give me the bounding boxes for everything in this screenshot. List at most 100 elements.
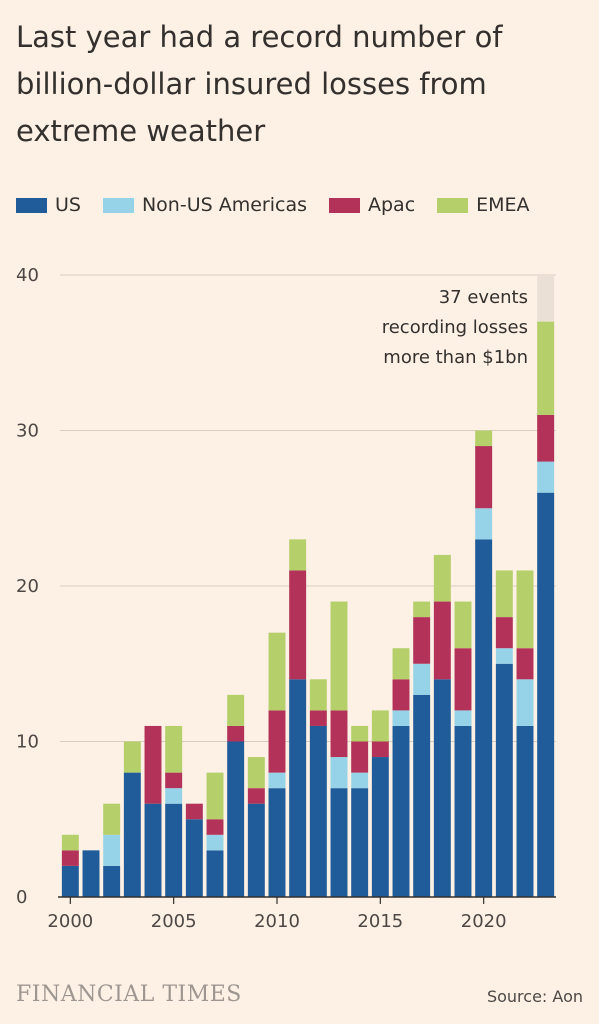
annotation-line-3: more than $1bn — [383, 347, 528, 368]
bar-2008-emea — [227, 694, 245, 726]
bar-2005-us — [165, 803, 183, 897]
bar-2016-us — [392, 725, 410, 897]
bar-2022-apac — [516, 648, 534, 680]
legend-item-non-us-americas: Non-US Americas — [102, 194, 307, 216]
bar-2011-us — [289, 679, 307, 897]
bar-2003-us — [123, 772, 141, 897]
legend-swatch-emea — [437, 197, 469, 213]
bar-2016-apac — [392, 679, 410, 711]
bar-2007-us — [206, 850, 224, 897]
bar-2000-us — [61, 865, 79, 897]
bar-2008-apac — [227, 725, 245, 742]
bar-2007-emea — [206, 772, 224, 820]
legend-label-apac: Apac — [368, 194, 416, 216]
bar-2010-us — [268, 788, 286, 897]
bar-2002-non-us-americas — [103, 834, 121, 866]
y-tick-label-40: 40 — [16, 265, 39, 286]
x-tick-label-2000: 2000 — [47, 911, 93, 932]
bar-2011-apac — [289, 570, 307, 680]
bar-2013-us — [330, 788, 348, 897]
bar-2020-apac — [475, 446, 493, 509]
legend-label-us: US — [55, 194, 81, 216]
bar-2020-non-us-americas — [475, 508, 493, 540]
bar-2021-apac — [495, 617, 513, 649]
legend-swatch-non-us-americas — [102, 197, 134, 213]
bar-2004-us — [144, 803, 162, 897]
bar-2005-non-us-americas — [165, 788, 183, 804]
annotation: 37 events recording losses more than $1b… — [382, 287, 528, 368]
bar-2021-non-us-americas — [495, 648, 513, 664]
bar-2001-us — [82, 850, 100, 897]
bar-2007-non-us-americas — [206, 834, 224, 851]
legend-item-emea: EMEA — [437, 194, 530, 216]
x-tick-label-2010: 2010 — [254, 911, 300, 932]
legend-item-us: US — [16, 194, 81, 216]
bar-2015-us — [371, 757, 389, 897]
bar-2010-apac — [268, 710, 286, 773]
bar-2008-us — [227, 741, 245, 897]
bar-2016-emea — [392, 648, 410, 680]
bar-2019-us — [454, 725, 472, 897]
bar-2011-emea — [289, 539, 307, 571]
bar-2015-emea — [371, 710, 389, 742]
annotation-line-2: recording losses — [382, 317, 528, 338]
bar-2018-emea — [433, 554, 451, 602]
x-tick-label-2020: 2020 — [461, 911, 507, 932]
legend-swatch-us — [16, 197, 47, 213]
bar-2000-emea — [61, 834, 79, 851]
bar-2018-us — [433, 679, 451, 897]
bar-2019-apac — [454, 648, 472, 711]
bar-2021-us — [495, 663, 513, 897]
bar-2014-us — [351, 788, 369, 897]
bar-2014-non-us-americas — [351, 772, 369, 789]
bar-2009-us — [247, 803, 265, 897]
bar-2012-emea — [309, 679, 327, 711]
bar-2014-apac — [351, 741, 369, 773]
bar-2020-us — [475, 539, 493, 897]
annotation-line-1: 37 events — [439, 287, 528, 308]
bar-2020-emea — [475, 430, 493, 447]
bar-2002-emea — [103, 803, 121, 835]
bar-2004-apac — [144, 725, 162, 804]
y-tick-label-10: 10 — [16, 732, 39, 753]
legend: US Non-US Americas Apac EMEA — [16, 194, 552, 216]
source-note: Source: Aon — [486, 987, 583, 1006]
axes: 2000 2005 2010 2015 2020 — [47, 896, 556, 932]
bar-2022-us — [516, 725, 534, 897]
bar-2023-emea — [537, 321, 555, 415]
bar-2023-us — [537, 492, 555, 897]
chart-title: Last year had a record number of billion… — [16, 20, 503, 148]
bar-2012-us — [309, 725, 327, 897]
bar-2017-us — [413, 694, 431, 897]
bar-2017-non-us-americas — [413, 663, 431, 695]
bar-2012-apac — [309, 710, 327, 726]
bar-2006-us — [185, 819, 203, 897]
bar-2005-emea — [165, 725, 183, 773]
bar-2005-apac — [165, 772, 183, 789]
x-tick-label-2005: 2005 — [151, 911, 197, 932]
bar-2003-emea — [123, 741, 141, 773]
bar-2023-non-us-americas — [537, 461, 555, 493]
bar-2023-apac — [537, 414, 555, 462]
legend-item-apac: Apac — [329, 194, 415, 216]
y-tick-label-20: 20 — [16, 576, 39, 597]
bar-2010-emea — [268, 632, 286, 711]
bar-2021-emea — [495, 570, 513, 618]
bar-2017-emea — [413, 601, 431, 618]
bar-2000-apac — [61, 850, 79, 866]
bar-2019-emea — [454, 601, 472, 649]
bar-2017-apac — [413, 617, 431, 664]
bar-2002-us — [103, 865, 121, 897]
bar-2022-non-us-americas — [516, 679, 534, 726]
stacked-bar-chart: 0 10 20 30 40 2000 2005 2010 2015 2020 37 events… — [16, 265, 556, 932]
bar-2018-apac — [433, 601, 451, 680]
bar-2013-emea — [330, 601, 348, 711]
legend-swatch-apac — [329, 197, 360, 213]
legend-label-non-us-americas: Non-US Americas — [141, 194, 307, 216]
bars — [61, 321, 555, 897]
bar-2015-apac — [371, 741, 389, 758]
x-tick-label-2015: 2015 — [357, 911, 403, 932]
bar-2013-non-us-americas — [330, 757, 348, 789]
bar-2009-apac — [247, 788, 265, 804]
bar-2010-non-us-americas — [268, 772, 286, 789]
